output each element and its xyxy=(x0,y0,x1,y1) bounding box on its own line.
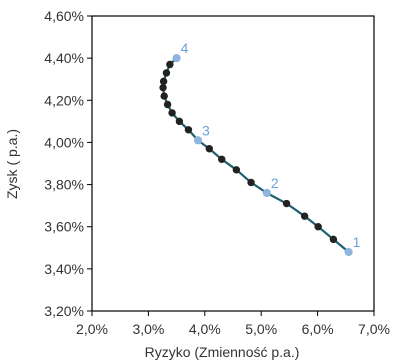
frontier-point xyxy=(166,60,174,69)
y-tick-label: 3,40% xyxy=(44,261,84,277)
x-tick-label: 2,0% xyxy=(76,321,108,337)
labeled-point xyxy=(193,136,203,145)
x-axis-title: Ryzyko (Zmienność p.a.) xyxy=(145,344,300,360)
frontier-point xyxy=(232,166,241,174)
point-label: 4 xyxy=(181,40,189,56)
y-tick-label: 3,20% xyxy=(44,303,84,319)
x-tick-label: 7,0% xyxy=(358,321,390,337)
y-axis-title: Zysk ( p.a.) xyxy=(4,129,20,199)
frontier-point xyxy=(314,223,322,231)
frontier-point xyxy=(175,117,184,126)
y-tick-label: 4,40% xyxy=(44,50,84,66)
y-tick-label: 4,00% xyxy=(44,134,84,150)
axes-layer: 2,0% 3,0% 4,0% 5,0% 6,0% 7,0% 3,20% 3,40% 3,60% 3… xyxy=(44,8,390,337)
frontier-point xyxy=(282,199,291,208)
point-label: 3 xyxy=(202,122,210,138)
frontier-line xyxy=(161,57,350,254)
point-label: 1 xyxy=(353,234,361,250)
x-tick-label: 3,0% xyxy=(132,321,164,337)
frontier-point xyxy=(184,126,193,134)
frontier-point xyxy=(247,178,255,187)
labeled-point xyxy=(172,54,181,63)
labeled-point xyxy=(262,188,271,198)
x-tick-label: 4,0% xyxy=(189,321,221,337)
frontier-point xyxy=(162,69,171,77)
y-tick-label: 3,80% xyxy=(44,177,84,193)
x-tick-label: 5,0% xyxy=(245,321,277,337)
series-layer xyxy=(159,54,350,254)
y-tick-label: 4,20% xyxy=(44,92,84,108)
frontier-point xyxy=(300,212,309,220)
y-tick-label: 4,60% xyxy=(44,8,84,24)
frontier-point xyxy=(159,77,168,86)
frontier-point xyxy=(160,92,168,100)
frontier-point xyxy=(205,145,214,153)
frontier-point xyxy=(329,235,338,244)
y-tick-label: 3,60% xyxy=(44,219,84,235)
frontier-point xyxy=(163,100,172,109)
frontier-point xyxy=(159,83,167,92)
plot-frame xyxy=(91,15,375,312)
x-tick-label: 6,0% xyxy=(302,321,334,337)
frontier-point xyxy=(168,109,176,117)
labeled-point xyxy=(344,247,353,257)
frontier-point xyxy=(218,155,226,163)
annotation-layer: 1 2 3 4 xyxy=(172,40,361,257)
point-label: 2 xyxy=(271,175,279,191)
